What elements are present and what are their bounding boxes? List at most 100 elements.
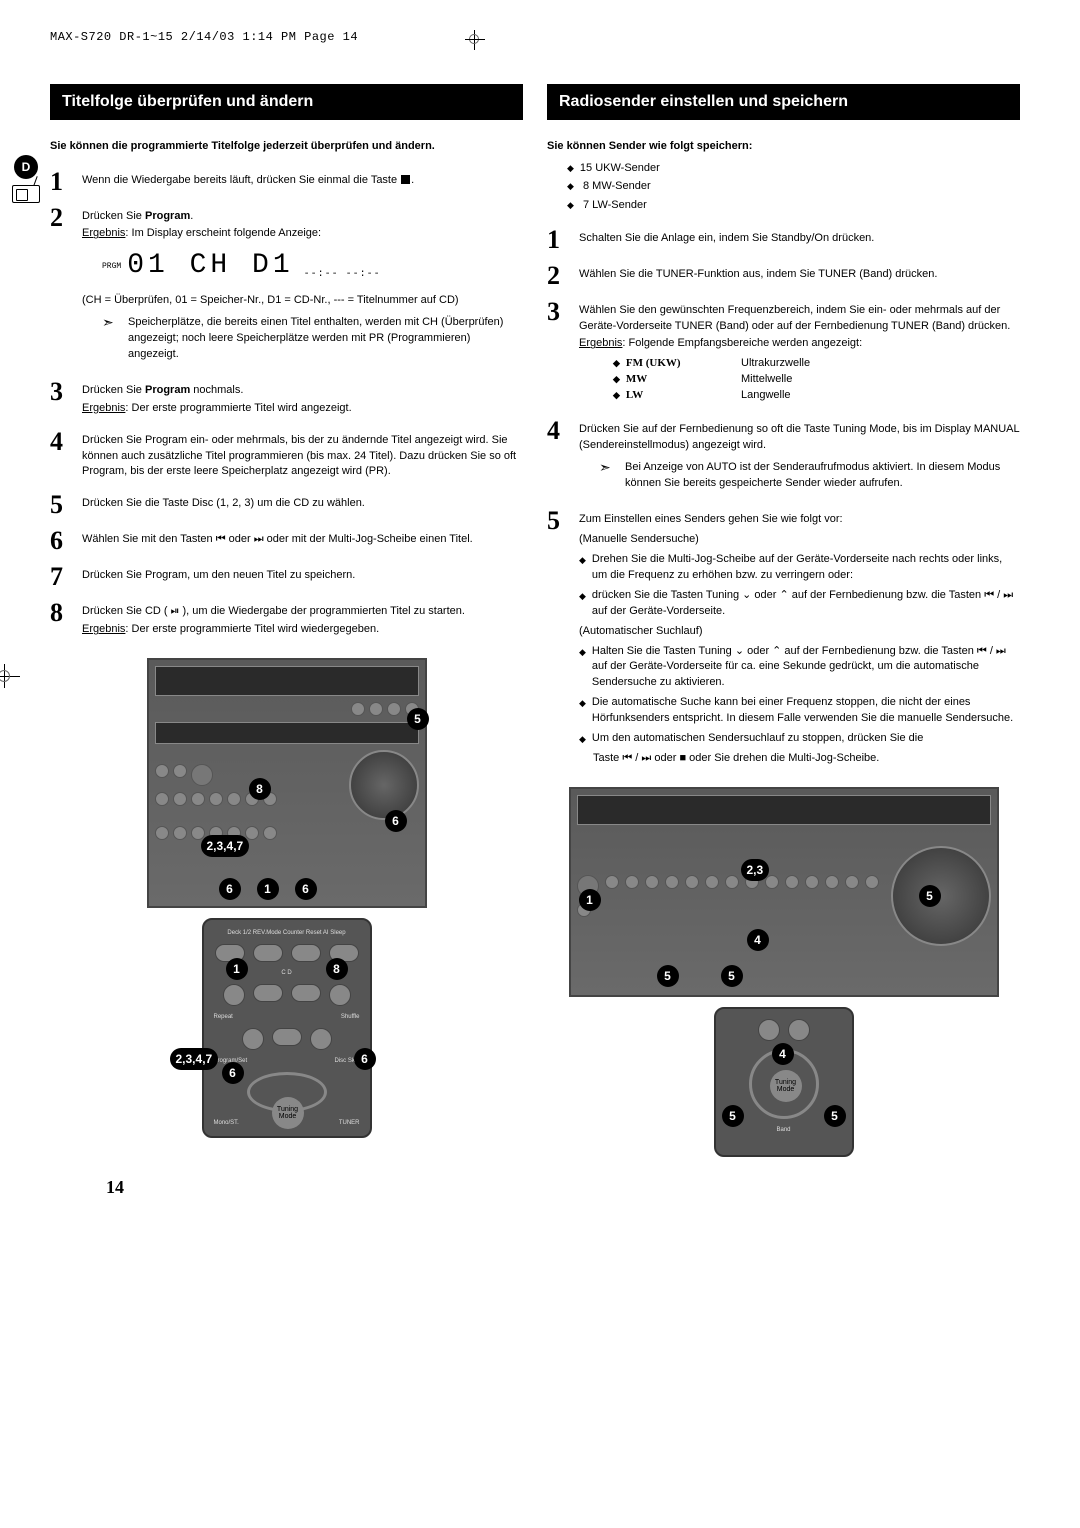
sub-heading: (Automatischer Suchlauf) xyxy=(579,624,1020,640)
remote-label: Mono/ST. xyxy=(214,1120,239,1126)
remote-label-cd: C D xyxy=(281,970,291,976)
callout-6: 6 xyxy=(385,810,407,832)
callout-5: 5 xyxy=(919,885,941,907)
sub-item: Drehen Sie die Multi-Jog-Scheibe auf der… xyxy=(592,552,1020,584)
sub-item: Halten Sie die Tasten Tuning ⌄ oder ⌃ au… xyxy=(592,644,1020,692)
step-text: . xyxy=(190,210,193,222)
callout-5: 5 xyxy=(721,965,743,987)
result-label: Ergebnis xyxy=(579,337,622,349)
right-intro: Sie können Sender wie folgt speichern: xyxy=(547,138,1020,155)
note-text: Speicherplätze, die bereits einen Titel … xyxy=(128,315,523,363)
note-text: Bei Anzeige von AUTO ist der Senderaufru… xyxy=(625,460,1020,492)
margin-icons: D xyxy=(8,155,44,203)
left-intro: Sie können die programmierte Titelfolge … xyxy=(50,138,523,155)
step-text: Drücken Sie CD ( ⏯ ), um die Wiedergabe … xyxy=(82,604,523,620)
callout-6: 6 xyxy=(354,1048,376,1070)
left-step-5: 5 Drücken Sie die Taste Disc (1, 2, 3) u… xyxy=(50,492,523,518)
step-number: 3 xyxy=(547,299,569,409)
step-number: 8 xyxy=(50,600,72,640)
callout-4: 4 xyxy=(772,1043,794,1065)
registration-mark-top xyxy=(460,32,490,62)
stereo-wide-illustration: 2,3 1 5 4 5 5 xyxy=(569,787,999,997)
bold-text: Program xyxy=(145,210,190,222)
callout-23: 2,3 xyxy=(741,859,770,881)
arrow-note: ➣ Speicherplätze, die bereits einen Tite… xyxy=(82,315,523,363)
callout-5: 5 xyxy=(407,708,429,730)
right-illustrations: 2,3 1 5 4 5 5 Tuning Mode Band 4 5 5 xyxy=(547,787,1020,1157)
step-text: Wählen Sie mit den Tasten ⏮ oder ⏭ oder … xyxy=(82,532,523,548)
left-step-6: 6 Wählen Sie mit den Tasten ⏮ oder ⏭ ode… xyxy=(50,528,523,554)
radio-icon xyxy=(12,185,40,203)
step-text: Wählen Sie den gewünschten Frequenzberei… xyxy=(579,303,1020,335)
header-text: MAX-S720 DR-1~15 2/14/03 1:14 PM Page 14 xyxy=(50,30,358,44)
step-text: Wenn die Wiedergabe bereits läuft, drück… xyxy=(82,174,400,186)
band-right: Langwelle xyxy=(741,388,791,404)
callout-2347: 2,3,4,7 xyxy=(170,1048,219,1070)
remote-label: Repeat xyxy=(214,1014,233,1020)
step-text: Schalten Sie die Anlage ein, indem Sie S… xyxy=(579,231,1020,247)
right-section-title: Radiosender einstellen und speichern xyxy=(547,84,1020,120)
left-step-2: 2 Drücken Sie Program. Ergebnis: Im Disp… xyxy=(50,205,523,369)
callout-2347: 2,3,4,7 xyxy=(201,835,250,857)
step-text: Drücken Sie die Taste Disc (1, 2, 3) um … xyxy=(82,496,523,512)
sub-heading: (Manuelle Sendersuche) xyxy=(579,532,1020,548)
arrow-note: ➣ Bei Anzeige von AUTO ist der Senderauf… xyxy=(579,460,1020,492)
callout-6: 6 xyxy=(222,1062,244,1084)
sub-item: drücken Sie die Tasten Tuning ⌄ oder ⌃ a… xyxy=(592,588,1020,620)
step-number: 3 xyxy=(50,379,72,419)
result-text: : Der erste programmierte Titel wird wie… xyxy=(125,623,379,635)
result-label: Ergebnis xyxy=(82,402,125,414)
remote-label: Band xyxy=(776,1127,790,1133)
sub-item: Um den automatischen Sendersuchlauf zu s… xyxy=(592,731,923,747)
step-number: 4 xyxy=(547,418,569,498)
callout-5: 5 xyxy=(722,1105,744,1127)
arrow-icon: ➣ xyxy=(599,460,617,492)
step-number: 6 xyxy=(50,528,72,554)
callout-1: 1 xyxy=(579,889,601,911)
remote-label: Shuffle xyxy=(341,1014,360,1020)
lcd-dots: --:-- --:-- xyxy=(304,268,381,287)
left-step-3: 3 Drücken Sie Program nochmals. Ergebnis… xyxy=(50,379,523,419)
page-number: 14 xyxy=(106,1177,1020,1198)
callout-5: 5 xyxy=(657,965,679,987)
step-number: 1 xyxy=(50,169,72,195)
callout-4: 4 xyxy=(747,929,769,951)
list-item: 15 UKW-Sender xyxy=(567,159,1020,178)
list-item: 7 LW-Sender xyxy=(567,196,1020,215)
left-step-1: 1 Wenn die Wiedergabe bereits läuft, drü… xyxy=(50,169,523,195)
left-illustrations: 5 8 6 2,3,4,7 6 1 6 Deck 1/2 REV.Mode Co… xyxy=(50,658,523,1138)
band-left: LW xyxy=(613,388,733,404)
right-step-2: 2 Wählen Sie die TUNER-Funktion aus, ind… xyxy=(547,263,1020,289)
band-right: Ultrakurzwelle xyxy=(741,356,810,372)
right-step-4: 4 Drücken Sie auf der Fernbedienung so o… xyxy=(547,418,1020,498)
step-number: 1 xyxy=(547,227,569,253)
lcd-display: PRGM 01 CH D1 --:-- --:-- xyxy=(102,246,523,287)
sub-item: Die automatische Suche kann bei einer Fr… xyxy=(592,695,1020,727)
step-number: 4 xyxy=(50,429,72,483)
step-text: Wählen Sie die TUNER-Funktion aus, indem… xyxy=(579,267,1020,283)
result-text: : Folgende Empfangsbereiche werden angez… xyxy=(622,337,862,349)
bold-text: Program xyxy=(145,384,190,396)
left-step-7: 7 Drücken Sie Program, um den neuen Tite… xyxy=(50,564,523,590)
band-left: MW xyxy=(613,372,733,388)
callout-8: 8 xyxy=(249,778,271,800)
band-table: FM (UKW)Ultrakurzwelle MWMittelwelle LWL… xyxy=(613,356,1020,404)
step-number: 2 xyxy=(50,205,72,369)
remote-small-illustration: Tuning Mode Band 4 5 5 xyxy=(714,1007,854,1157)
step-number: 5 xyxy=(50,492,72,518)
list-item: 8 MW-Sender xyxy=(567,177,1020,196)
band-right: Mittelwelle xyxy=(741,372,792,388)
left-step-4: 4 Drücken Sie Program ein- oder mehrmals… xyxy=(50,429,523,483)
right-intro-list: 15 UKW-Sender 8 MW-Sender 7 LW-Sender xyxy=(567,159,1020,215)
left-column: Titelfolge überprüfen und ändern Sie kön… xyxy=(50,84,523,1157)
stop-icon xyxy=(401,175,410,184)
callout-5: 5 xyxy=(824,1105,846,1127)
sub-item-cont: Taste ⏮ / ⏭ oder ■ oder Sie drehen die M… xyxy=(593,751,1020,767)
left-step-8: 8 Drücken Sie CD ( ⏯ ), um die Wiedergab… xyxy=(50,600,523,640)
print-header: MAX-S720 DR-1~15 2/14/03 1:14 PM Page 14 xyxy=(50,30,1020,44)
tuning-mode-button: Tuning Mode xyxy=(770,1070,802,1102)
step-text: Drücken Sie Program, um den neuen Titel … xyxy=(82,568,523,584)
step-number: 7 xyxy=(50,564,72,590)
callout-6: 6 xyxy=(295,878,317,900)
callout-6: 6 xyxy=(219,878,241,900)
